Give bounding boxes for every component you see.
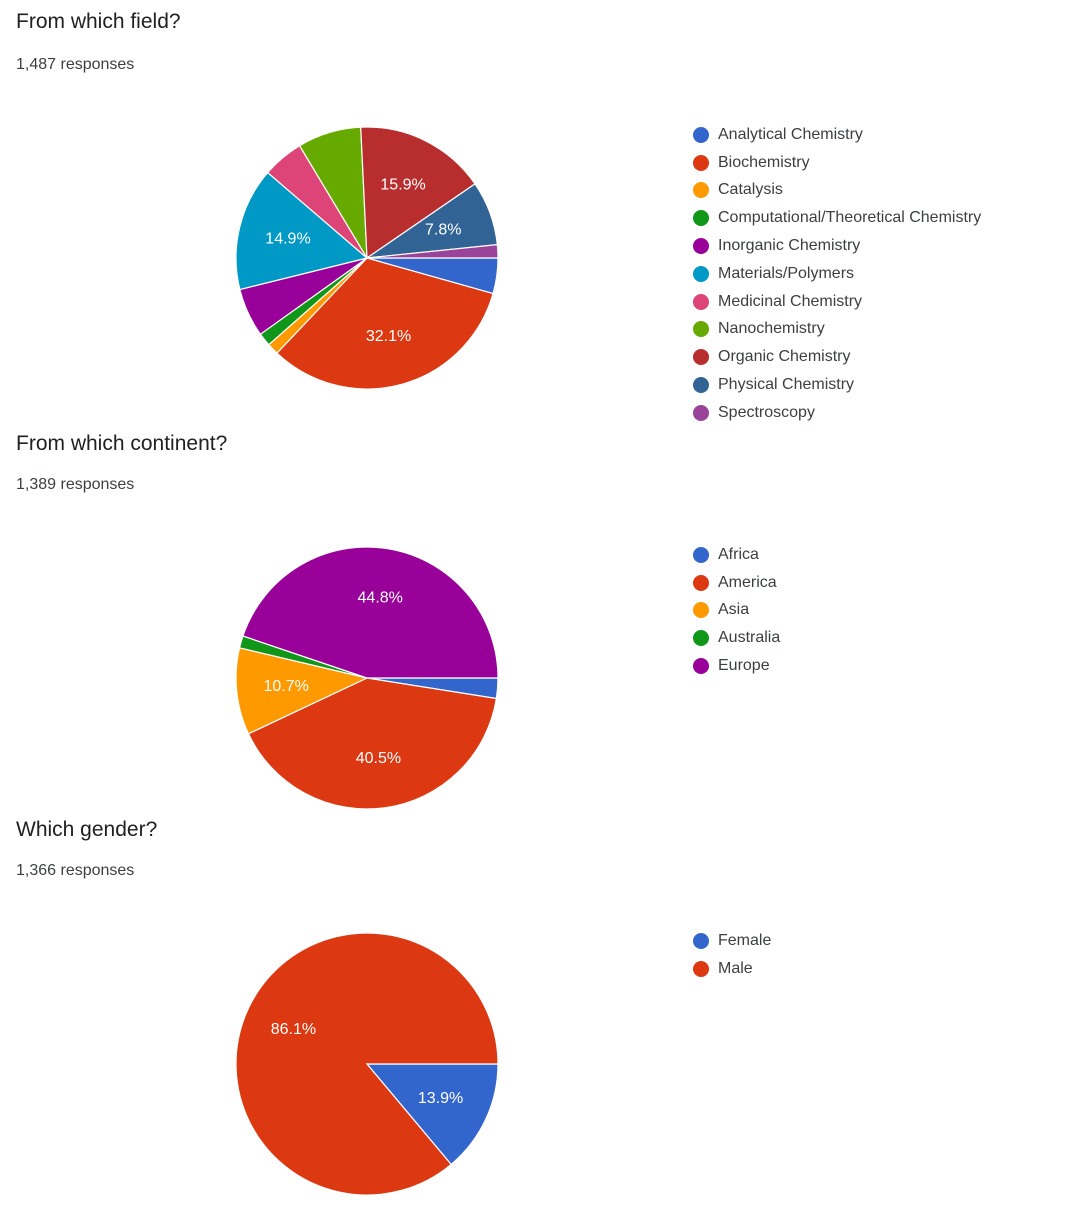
legend-item-inorganic-chemistry[interactable]: Inorganic Chemistry (693, 232, 981, 260)
legend-swatch (693, 265, 709, 282)
legend-swatch (693, 574, 709, 591)
pie-slice-america[interactable] (247, 677, 498, 810)
response-count: 1,487 responses (16, 56, 135, 73)
slice-label-biochemistry: 32.1% (366, 328, 411, 345)
legend-label: Organic Chemistry (718, 348, 851, 366)
question-title: Which gender? (16, 818, 158, 841)
legend-gender: Female Male (693, 927, 771, 983)
legend-label: Analytical Chemistry (718, 125, 863, 143)
legend-item-nanochemistry[interactable]: Nanochemistry (693, 316, 981, 344)
legend-label: Asia (718, 601, 750, 619)
slice-label-asia: 10.7% (264, 678, 309, 695)
legend-swatch (693, 630, 709, 647)
legend-item-medicinal-chemistry[interactable]: Medicinal Chemistry (693, 288, 981, 316)
pie-slice-materials-polymers[interactable] (235, 171, 369, 291)
slice-label-female: 13.9% (418, 1090, 463, 1107)
slice-label-male: 86.1% (271, 1021, 316, 1038)
legend-item-computational-theoretical-chemistry[interactable]: Computational/Theoretical Chemistry (693, 204, 981, 232)
legend-label: Physical Chemistry (718, 376, 855, 394)
legend-swatch (693, 293, 709, 310)
pie-slice-europe[interactable] (242, 546, 499, 679)
legend-swatch (693, 126, 709, 143)
legend-item-organic-chemistry[interactable]: Organic Chemistry (693, 343, 981, 371)
legend-swatch (693, 377, 709, 394)
legend-label: Materials/Polymers (718, 264, 855, 282)
legend-label: Inorganic Chemistry (718, 237, 861, 255)
slice-label-organic-chemistry: 15.9% (380, 177, 425, 194)
slice-label-europe: 44.8% (358, 589, 403, 606)
legend-swatch (693, 602, 709, 619)
pie-chart-continent: 40.5% 10.7% 44.8% (235, 546, 499, 810)
legend-swatch (693, 321, 709, 338)
pie-slice-organic-chemistry[interactable] (360, 126, 476, 260)
pie-slice-spectroscopy[interactable] (366, 243, 499, 259)
legend-swatch (693, 404, 709, 421)
legend-label: Nanochemistry (718, 320, 825, 338)
legend-label: Male (718, 959, 753, 977)
slice-label-physical-chemistry: 7.8% (425, 222, 461, 239)
pie-chart-field: 32.1% 14.9% 15.9% 7.8% (235, 126, 499, 390)
legend-label: America (718, 573, 777, 591)
legend-field: Analytical Chemistry Biochemistry Catalysi… (693, 121, 981, 427)
legend-swatch (693, 546, 709, 563)
legend-swatch (693, 210, 709, 227)
question-title: From which continent? (16, 432, 228, 455)
legend-label: Catalysis (718, 181, 783, 199)
legend-label: Computational/Theoretical Chemistry (718, 209, 982, 227)
legend-swatch (693, 960, 709, 977)
legend-item-biochemistry[interactable]: Biochemistry (693, 149, 981, 177)
legend-item-africa[interactable]: Africa (693, 541, 780, 569)
pie-slice-male[interactable] (235, 932, 499, 1196)
legend-label: Female (718, 931, 772, 949)
legend-swatch (693, 238, 709, 255)
legend-item-male[interactable]: Male (693, 955, 771, 983)
pie-slice-biochemistry[interactable] (276, 257, 494, 390)
legend-swatch (693, 182, 709, 199)
legend-item-spectroscopy[interactable]: Spectroscopy (693, 399, 981, 427)
legend-swatch (693, 658, 709, 675)
legend-item-analytical-chemistry[interactable]: Analytical Chemistry (693, 121, 981, 149)
pie-slice-female[interactable] (365, 1063, 499, 1166)
response-count: 1,389 responses (16, 476, 135, 493)
legend-item-physical-chemistry[interactable]: Physical Chemistry (693, 371, 981, 399)
question-title: From which field? (16, 10, 181, 33)
pie-chart-gender: 13.9% 86.1% (235, 932, 499, 1196)
legend-item-australia[interactable]: Australia (693, 624, 780, 652)
legend-item-america[interactable]: America (693, 569, 780, 597)
legend-item-europe[interactable]: Europe (693, 652, 780, 680)
legend-swatch (693, 349, 709, 366)
response-count: 1,366 responses (16, 862, 135, 879)
slice-label-materials-polymers: 14.9% (265, 231, 310, 248)
legend-label: Spectroscopy (718, 403, 815, 421)
legend-item-catalysis[interactable]: Catalysis (693, 177, 981, 205)
slice-label-america: 40.5% (356, 750, 401, 767)
legend-label: Biochemistry (718, 153, 810, 171)
legend-continent: Africa America Asia Australia Europe (693, 541, 780, 680)
legend-item-asia[interactable]: Asia (693, 597, 780, 625)
pie-slice-asia[interactable] (235, 647, 369, 735)
legend-item-materials-polymers[interactable]: Materials/Polymers (693, 260, 981, 288)
legend-label: Africa (718, 545, 759, 563)
legend-swatch (693, 154, 709, 171)
legend-label: Medicinal Chemistry (718, 292, 863, 310)
legend-swatch (693, 932, 709, 949)
legend-item-female[interactable]: Female (693, 927, 771, 955)
legend-label: Australia (718, 629, 781, 647)
legend-label: Europe (718, 657, 770, 675)
